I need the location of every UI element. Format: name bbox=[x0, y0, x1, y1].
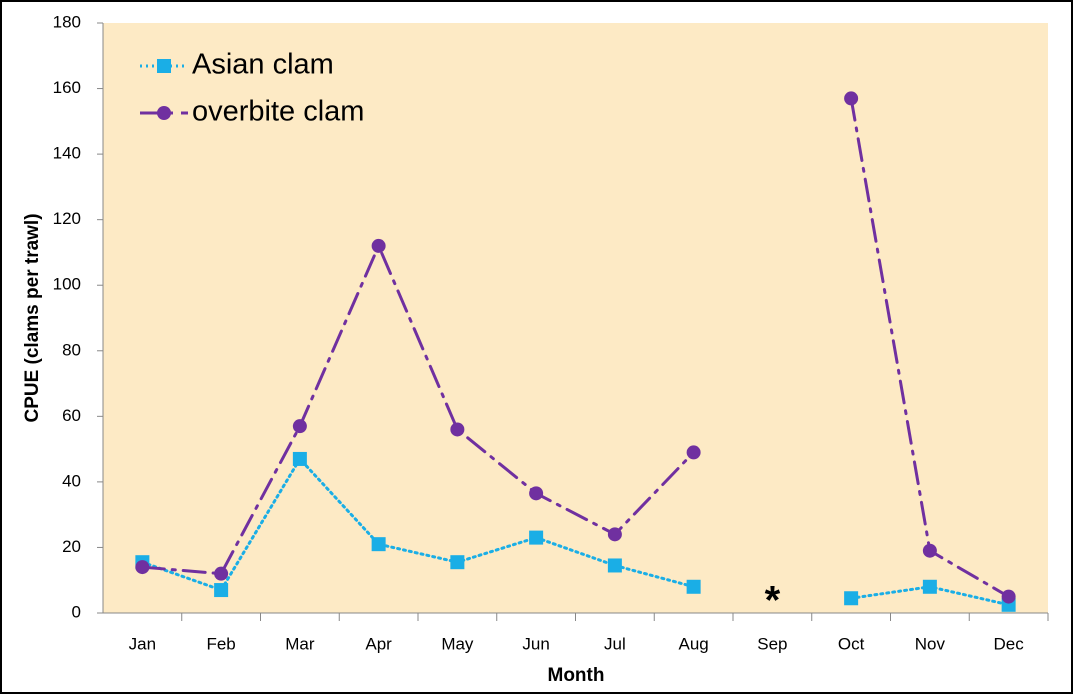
data-point bbox=[607, 527, 622, 542]
x-tick-label: Jun bbox=[522, 634, 549, 653]
data-point bbox=[1001, 589, 1016, 604]
y-tick-label: 180 bbox=[53, 12, 81, 31]
legend-label: overbite clam bbox=[192, 96, 364, 128]
x-tick-label: Feb bbox=[206, 634, 235, 653]
x-tick-label: Jan bbox=[129, 634, 156, 653]
data-point bbox=[922, 543, 937, 558]
y-axis-title: CPUE (clams per trawl) bbox=[22, 213, 43, 422]
data-point bbox=[450, 555, 465, 570]
y-tick-label: 100 bbox=[53, 275, 81, 294]
x-tick-label: Sep bbox=[757, 634, 787, 653]
x-tick-label: Nov bbox=[915, 634, 946, 653]
y-tick-label: 160 bbox=[53, 78, 81, 97]
y-tick-label: 80 bbox=[62, 340, 81, 359]
data-point bbox=[214, 583, 229, 598]
data-point bbox=[214, 566, 229, 581]
data-point bbox=[371, 238, 386, 253]
data-point bbox=[371, 537, 386, 552]
y-tick-label: 40 bbox=[62, 471, 81, 490]
data-point bbox=[844, 591, 859, 606]
annotation: * bbox=[765, 579, 781, 623]
data-point bbox=[922, 579, 937, 594]
data-point bbox=[607, 558, 622, 573]
data-point bbox=[686, 445, 701, 460]
data-point bbox=[135, 560, 150, 575]
y-tick-label: 140 bbox=[53, 144, 81, 163]
y-tick-label: 0 bbox=[72, 602, 81, 621]
legend-marker bbox=[157, 106, 171, 120]
data-point bbox=[292, 419, 307, 434]
legend-label: Asian clam bbox=[192, 49, 334, 81]
x-tick-label: Oct bbox=[838, 634, 865, 653]
data-point bbox=[686, 579, 701, 594]
x-tick-label: May bbox=[441, 634, 474, 653]
x-tick-label: Dec bbox=[994, 634, 1025, 653]
data-point bbox=[529, 486, 544, 501]
x-tick-label: Aug bbox=[679, 634, 709, 653]
x-axis-title: Month bbox=[548, 665, 605, 686]
x-tick-label: Apr bbox=[365, 634, 392, 653]
y-tick-label: 120 bbox=[53, 209, 81, 228]
data-point bbox=[529, 530, 544, 545]
x-tick-label: Jul bbox=[604, 634, 626, 653]
data-point bbox=[844, 91, 859, 106]
y-tick-label: 60 bbox=[62, 406, 81, 425]
y-tick-label: 20 bbox=[62, 537, 81, 556]
legend-marker bbox=[157, 59, 171, 73]
data-point bbox=[450, 422, 465, 437]
x-tick-label: Mar bbox=[285, 634, 315, 653]
data-point bbox=[292, 451, 307, 466]
